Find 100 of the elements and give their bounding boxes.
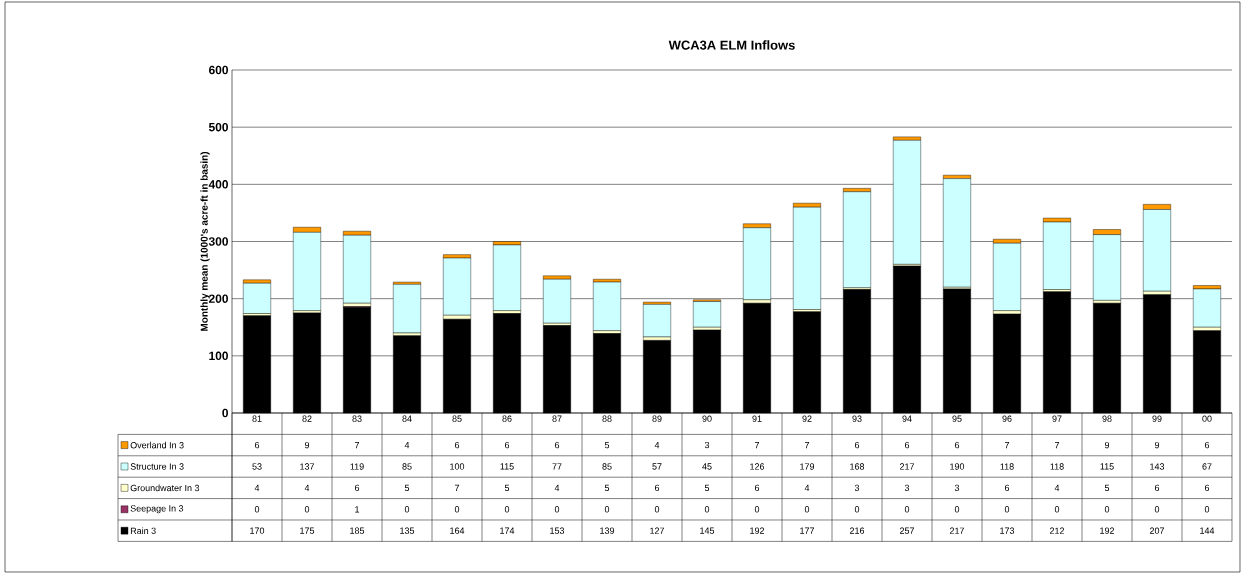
data-label: 115: [1100, 463, 1114, 470]
data-label: 192: [1100, 527, 1115, 534]
data-label: 119: [350, 463, 364, 470]
data-label: 0: [1104, 506, 1110, 513]
data-label: 6: [954, 441, 960, 449]
data-label: 185: [350, 527, 365, 534]
data-label: 0: [1204, 506, 1210, 513]
data-label: 9: [1104, 441, 1110, 449]
data-label: 4: [554, 484, 560, 491]
data-label: 0: [854, 506, 860, 513]
y-tick-label: 200: [208, 294, 228, 303]
y-tick-label: 0: [222, 408, 228, 418]
x-tick-label: 91: [752, 415, 762, 422]
data-label: 174: [500, 527, 515, 534]
data-label: 1: [355, 506, 360, 513]
data-label: 175: [300, 527, 315, 534]
x-tick-label: 92: [802, 415, 812, 422]
y-tick-label: 100: [209, 351, 228, 361]
data-label: 3: [854, 484, 860, 492]
data-label: 53: [252, 463, 262, 470]
data-label: 0: [704, 506, 710, 513]
data-label: 3: [954, 484, 960, 492]
x-tick-label: 90: [702, 415, 712, 422]
data-label: 3: [704, 441, 710, 449]
data-label: 5: [604, 484, 610, 492]
legend-label: Structure In 3: [130, 463, 184, 470]
data-label: 118: [1000, 463, 1014, 470]
data-label: 4: [404, 442, 410, 449]
data-label: 126: [750, 463, 765, 470]
data-label: 6: [654, 484, 660, 492]
data-label: 145: [700, 527, 715, 534]
data-label: 0: [754, 506, 760, 513]
data-label: 5: [504, 484, 510, 492]
data-label: 6: [1204, 484, 1210, 492]
data-label: 217: [899, 463, 915, 470]
data-label: 3: [904, 484, 910, 492]
x-tick-label: 85: [452, 415, 462, 422]
data-label: 6: [254, 441, 260, 449]
data-label: 6: [1154, 484, 1160, 492]
data-label: 0: [604, 506, 610, 513]
legend-label: Seepage In 3: [130, 505, 184, 514]
data-label: 192: [750, 527, 765, 534]
data-label: 7: [804, 442, 810, 449]
data-label: 153: [550, 527, 565, 534]
data-label: 5: [1104, 484, 1110, 492]
x-tick-label: 99: [1152, 415, 1162, 422]
x-tick-label: 94: [902, 415, 912, 422]
chart-title: WCA3A ELM Inflows: [668, 40, 795, 50]
data-label: 0: [1154, 506, 1160, 513]
data-label: 9: [304, 441, 310, 449]
data-label: 179: [800, 463, 815, 470]
data-label: 6: [454, 441, 460, 449]
data-label: 85: [602, 463, 612, 470]
data-label: 118: [1050, 463, 1064, 470]
data-label: 135: [400, 527, 415, 534]
legend-label: Groundwater In 3: [130, 484, 200, 492]
data-label: 6: [354, 484, 360, 492]
x-tick-label: 93: [852, 415, 862, 422]
data-label: 6: [754, 484, 760, 492]
data-label: 0: [304, 506, 310, 513]
data-label: 0: [254, 506, 260, 513]
data-label: 6: [1204, 441, 1210, 449]
data-label: 5: [404, 484, 410, 492]
data-label: 115: [500, 463, 514, 470]
data-label: 6: [854, 441, 860, 449]
data-label: 57: [652, 463, 662, 470]
data-label: 0: [1054, 506, 1060, 513]
data-label: 6: [554, 441, 560, 449]
data-label: 4: [254, 484, 260, 491]
data-label: 127: [650, 527, 665, 534]
data-label: 85: [402, 463, 412, 470]
data-label: 143: [1150, 463, 1165, 470]
data-label: 6: [1004, 484, 1010, 492]
data-label: 0: [404, 506, 410, 513]
data-label: 45: [702, 463, 712, 470]
data-label: 168: [850, 463, 865, 470]
data-label: 4: [654, 442, 660, 449]
data-label: 5: [704, 484, 710, 492]
data-label: 7: [754, 442, 760, 449]
x-tick-label: 88: [602, 415, 612, 422]
x-tick-label: 84: [402, 415, 412, 422]
x-tick-label: 89: [652, 415, 662, 422]
data-label: 0: [1004, 506, 1010, 513]
x-tick-label: 81: [252, 415, 262, 422]
data-label: 173: [1000, 527, 1015, 534]
data-label: 137: [300, 463, 315, 470]
data-label: 177: [800, 527, 815, 534]
data-label: 0: [454, 506, 460, 513]
legend-label: Overland In 3: [130, 441, 184, 449]
x-tick-label: 98: [1102, 415, 1112, 422]
data-label: 4: [304, 484, 310, 491]
data-label: 7: [354, 442, 360, 449]
data-label: 144: [1200, 527, 1215, 534]
x-tick-label: 82: [302, 415, 312, 422]
x-tick-label: 83: [352, 415, 362, 422]
data-label: 0: [504, 506, 510, 513]
data-label: 4: [804, 484, 810, 491]
data-label: 7: [454, 484, 460, 491]
data-label: 0: [554, 506, 560, 513]
legend-label: Rain 3: [130, 527, 156, 534]
